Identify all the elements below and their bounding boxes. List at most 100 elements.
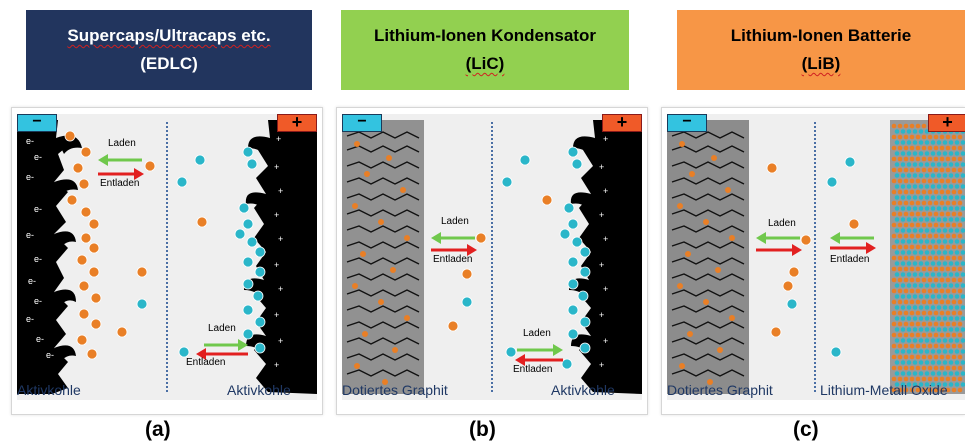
oxide-particle: [924, 327, 930, 332]
oxide-particle: [957, 310, 963, 316]
oxide-particle: [948, 360, 954, 365]
oxide-particle: [924, 294, 930, 299]
oxide-particle: [912, 129, 918, 134]
oxide-particle: [951, 365, 957, 371]
oxide-particle: [945, 189, 951, 195]
oxide-particle: [930, 272, 936, 277]
oxide-particle: [942, 217, 948, 222]
oxide-particle: [918, 173, 924, 178]
svg-text:e-: e-: [34, 296, 42, 306]
svg-text:+: +: [274, 310, 279, 320]
oxide-particle: [933, 277, 939, 283]
svg-text:+: +: [274, 162, 279, 172]
oxide-particle: [891, 167, 897, 173]
oxide-particle: [891, 365, 897, 371]
svg-text:+: +: [599, 162, 604, 172]
oxide-particle: [906, 382, 912, 387]
oxide-particle: [897, 332, 903, 338]
activated-carbon-right: [254, 120, 317, 394]
oxide-particle: [951, 255, 957, 261]
oxide-particle: [918, 129, 924, 134]
oxide-particle: [891, 200, 897, 206]
oxide-particle: [942, 327, 948, 332]
oxide-particle: [891, 189, 897, 195]
oxide-particle: [954, 206, 960, 211]
oxide-particle: [894, 206, 900, 211]
oxide-particle: [930, 151, 936, 156]
oxide-particle: [933, 167, 939, 173]
oxide-particle: [948, 294, 954, 299]
oxide-particle: [909, 156, 915, 162]
oxide-particle: [909, 134, 915, 140]
svg-text:e-: e-: [46, 350, 54, 360]
oxide-particle: [927, 211, 933, 217]
oxide-lattice: [891, 123, 965, 393]
oxide-particle: [960, 305, 965, 310]
oxide-particle: [912, 250, 918, 255]
oxide-particle: [954, 195, 960, 200]
positive-terminal: +: [928, 113, 965, 132]
oxide-particle: [933, 354, 939, 360]
anions: [786, 156, 856, 358]
cations: [447, 194, 553, 332]
oxide-particle: [897, 288, 903, 294]
oxide-particle: [921, 178, 927, 184]
oxide-particle: [939, 233, 945, 239]
oxide-particle: [903, 167, 909, 173]
oxide-particle: [906, 239, 912, 244]
oxide-particle: [924, 195, 930, 200]
oxide-particle: [897, 354, 903, 360]
oxide-particle: [918, 272, 924, 277]
oxide-particle: [936, 228, 942, 233]
oxide-particle: [942, 382, 948, 387]
oxide-particle: [918, 316, 924, 321]
oxide-particle: [912, 228, 918, 233]
oxide-particle: [918, 228, 924, 233]
charge-label-bottom: Laden: [208, 323, 236, 334]
oxide-particle: [897, 343, 903, 349]
oxide-particle: [921, 189, 927, 195]
oxide-particle: [945, 178, 951, 184]
oxide-particle: [945, 222, 951, 228]
oxide-particle: [936, 195, 942, 200]
oxide-particle: [942, 305, 948, 310]
oxide-particle: [906, 250, 912, 255]
oxide-particle: [939, 299, 945, 305]
oxide-particle: [948, 195, 954, 200]
svg-text:e-: e-: [28, 276, 36, 286]
oxide-particle: [927, 244, 933, 250]
oxide-particle: [912, 316, 918, 321]
oxide-particle: [933, 299, 939, 305]
oxide-particle: [939, 310, 945, 316]
oxide-particle: [909, 222, 915, 228]
oxide-particle: [945, 233, 951, 239]
oxide-particle: [936, 327, 942, 332]
oxide-particle: [957, 189, 963, 195]
oxide-particle: [930, 360, 936, 365]
oxide-particle: [909, 266, 915, 272]
svg-text:e-: e-: [26, 136, 34, 146]
oxide-particle: [945, 255, 951, 261]
oxide-particle: [957, 343, 963, 349]
oxide-particle: [900, 129, 906, 134]
oxide-particle: [924, 283, 930, 288]
oxide-particle: [918, 283, 924, 288]
oxide-particle: [903, 365, 909, 371]
oxide-particle: [915, 211, 921, 217]
oxide-particle: [903, 310, 909, 316]
oxide-particle: [954, 382, 960, 387]
oxide-particle: [945, 277, 951, 283]
activated-carbon-right: [579, 120, 642, 394]
oxide-particle: [948, 305, 954, 310]
oxide-particle: [900, 162, 906, 167]
oxide-particle: [903, 189, 909, 195]
oxide-particle: [954, 184, 960, 189]
oxide-particle: [900, 151, 906, 156]
oxide-particle: [912, 195, 918, 200]
oxide-particle: [957, 156, 963, 162]
oxide-particle: [897, 365, 903, 371]
oxide-particle: [918, 338, 924, 343]
oxide-particle: [903, 277, 909, 283]
oxide-particle: [912, 360, 918, 365]
oxide-particle: [900, 195, 906, 200]
